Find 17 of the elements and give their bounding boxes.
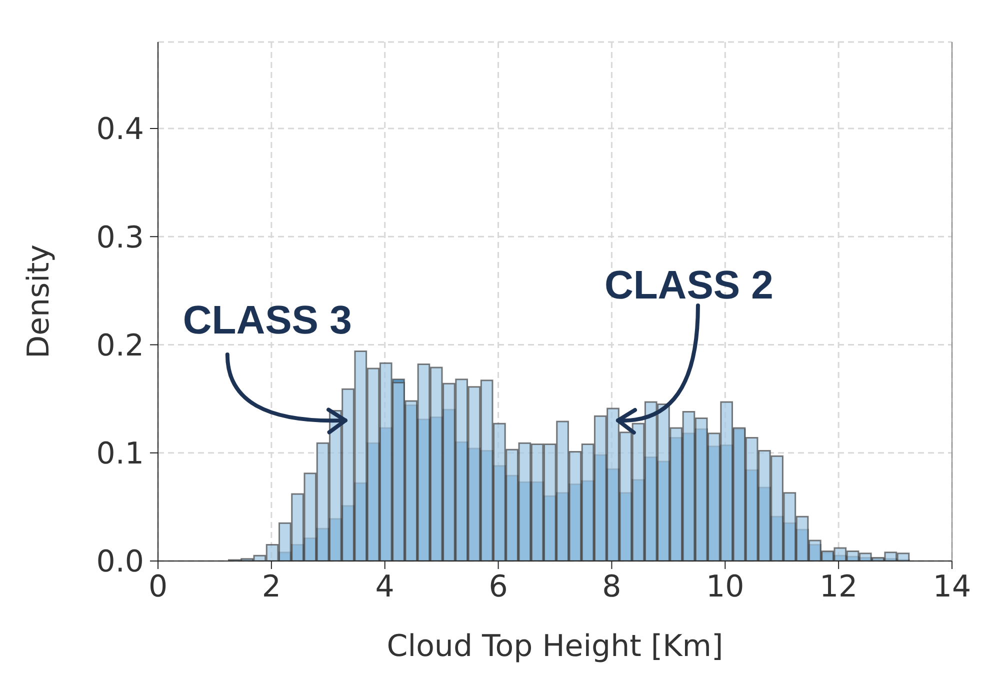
x-tick-label: 6 bbox=[488, 569, 508, 604]
x-tick-label: 14 bbox=[932, 569, 972, 604]
x-tick-label: 12 bbox=[819, 569, 858, 604]
x-tick-label: 2 bbox=[262, 569, 281, 604]
y-tick-label: 0.0 bbox=[96, 544, 144, 580]
x-tick-label: 8 bbox=[602, 569, 622, 604]
y-tick-label: 0.4 bbox=[96, 112, 144, 148]
x-axis-title: Cloud Top Height [Km] bbox=[386, 629, 724, 664]
x-tick-label: 10 bbox=[706, 569, 744, 604]
annotation: CLASS 2 bbox=[604, 263, 774, 308]
annotation: CLASS 3 bbox=[182, 298, 352, 342]
y-axis-title: Density bbox=[22, 244, 57, 359]
x-tick-label: 0 bbox=[148, 569, 168, 604]
y-tick-label: 0.2 bbox=[96, 328, 144, 364]
x-tick-label: 4 bbox=[375, 569, 394, 604]
y-tick-label: 0.3 bbox=[96, 220, 144, 256]
y-tick-label: 0.1 bbox=[96, 436, 144, 472]
